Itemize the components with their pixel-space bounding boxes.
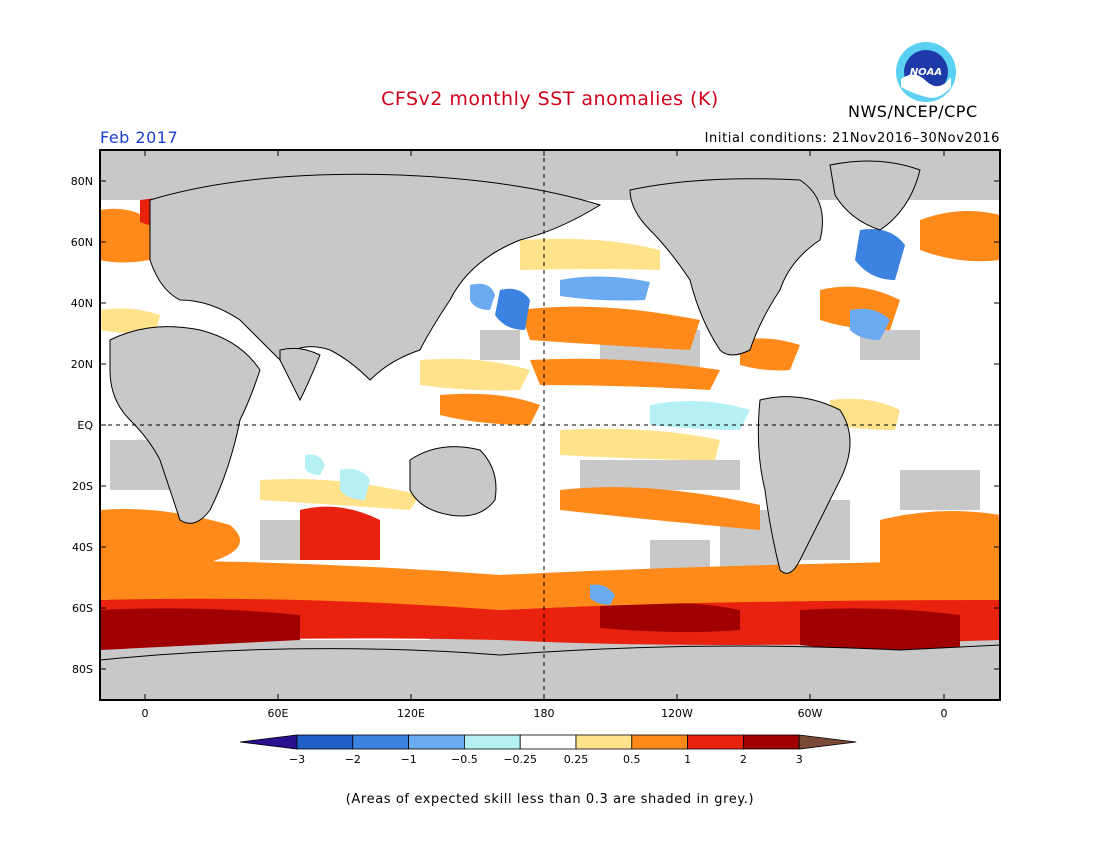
map-gridlines bbox=[100, 150, 1000, 700]
antarctica-land bbox=[100, 644, 1000, 700]
colorbar-swatch bbox=[352, 734, 409, 750]
colorbar-label: 3 bbox=[796, 753, 803, 766]
lat-label: EQ bbox=[77, 419, 93, 432]
colorbar-label: 2 bbox=[740, 753, 747, 766]
south-america-land bbox=[757, 396, 851, 574]
colorbar-label: −0.25 bbox=[503, 753, 537, 766]
lat-label: 60S bbox=[72, 602, 93, 615]
colorbar-swatch bbox=[631, 734, 688, 750]
lon-label: 60W bbox=[798, 707, 823, 720]
warm-anomalies bbox=[100, 198, 1000, 652]
svg-text:NOAA: NOAA bbox=[910, 67, 942, 78]
landmasses bbox=[100, 160, 1000, 700]
lat-label: 40S bbox=[72, 541, 93, 554]
lon-label: 180 bbox=[534, 707, 555, 720]
lon-label: 0 bbox=[941, 707, 948, 720]
colorbar-swatch bbox=[743, 734, 800, 750]
australia-land bbox=[409, 446, 497, 517]
lon-label: 60E bbox=[268, 707, 289, 720]
colorbar-swatch bbox=[463, 734, 521, 750]
colorbar-swatch bbox=[519, 734, 577, 750]
colorbar-label: −3 bbox=[289, 753, 305, 766]
cool-anomalies bbox=[305, 229, 905, 605]
colorbar-swatch bbox=[408, 734, 465, 750]
ocean-background bbox=[100, 150, 1000, 700]
greenland-land bbox=[829, 160, 921, 231]
lat-label: 60N bbox=[71, 236, 93, 249]
north-america-land bbox=[629, 178, 823, 356]
eurasia-land bbox=[149, 173, 602, 381]
colorbar-label: 0.25 bbox=[564, 753, 589, 766]
map-frame bbox=[99, 149, 1001, 701]
colorbar-label: −0.5 bbox=[451, 753, 478, 766]
chart-title: CFSv2 monthly SST anomalies (K) bbox=[381, 88, 719, 110]
colorbar: −3 −2 −1 −0.5 −0.25 0.25 0.5 1 2 3 bbox=[239, 734, 857, 766]
longitude-axis: 0 60E 120E 180 120W 60W 0 bbox=[142, 150, 948, 720]
agency-label: NWS/NCEP/CPC bbox=[848, 102, 978, 121]
colorbar-swatch bbox=[296, 734, 354, 750]
lat-label: 80S bbox=[72, 663, 93, 676]
lon-label: 120W bbox=[661, 707, 693, 720]
colorbar-swatch bbox=[687, 734, 744, 750]
noaa-logo: NOAA bbox=[896, 42, 956, 102]
lon-label: 0 bbox=[142, 707, 149, 720]
low-skill-shading bbox=[100, 150, 1000, 700]
colorbar-label: 0.5 bbox=[623, 753, 641, 766]
colorbar-label: −1 bbox=[400, 753, 416, 766]
latitude-axis: 80N 60N 40N 20N EQ 20S 40S 60S 80S bbox=[71, 175, 1000, 676]
colorbar-over-triangle bbox=[798, 734, 857, 750]
india-land bbox=[279, 347, 321, 402]
colorbar-under-triangle bbox=[239, 734, 298, 750]
initial-conditions: Initial conditions: 21Nov2016–30Nov2016 bbox=[704, 131, 1000, 146]
lat-label: 80N bbox=[71, 175, 93, 188]
colorbar-label: −2 bbox=[345, 753, 361, 766]
colorbar-label: 1 bbox=[684, 753, 691, 766]
lon-label: 120E bbox=[397, 707, 425, 720]
lat-label: 20N bbox=[71, 358, 93, 371]
skill-footnote: (Areas of expected skill less than 0.3 a… bbox=[345, 792, 755, 807]
lat-label: 40N bbox=[71, 297, 93, 310]
colorbar-swatch bbox=[575, 734, 633, 750]
forecast-month: Feb 2017 bbox=[100, 128, 179, 147]
lat-label: 20S bbox=[72, 480, 93, 493]
africa-land bbox=[109, 326, 261, 524]
map-panel bbox=[100, 150, 1000, 700]
